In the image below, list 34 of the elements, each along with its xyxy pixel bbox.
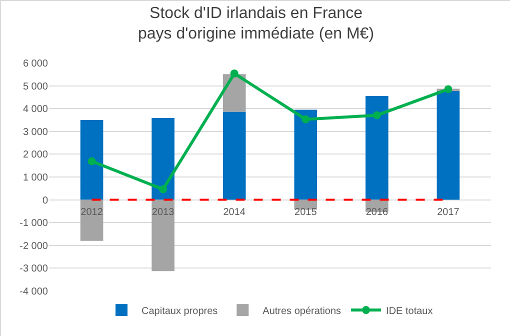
x-tick-label: 2013 [152,206,175,218]
point [230,69,238,78]
y-tick-label: 4 000 [22,104,48,116]
bar [152,200,174,272]
point [88,157,96,166]
legend-label: IDE totaux [386,306,433,317]
y-tick-label: -2 000 [20,240,48,252]
point [444,85,452,94]
point [159,185,168,194]
bar [152,118,174,200]
point [372,111,381,120]
y-tick-label: 0 [42,195,48,206]
legend-label: Capitaux propres [142,306,218,317]
y-tick-label: 6 000 [22,58,48,70]
x-tick-label: 2014 [223,206,246,218]
bar [436,90,460,200]
bar [80,120,104,200]
x-tick-label: 2015 [294,206,318,218]
chart-title: Stock d'ID irlandais en France pays d'origine immédiate (en M€) [138,4,374,43]
y-tick-label: -1 000 [20,218,48,230]
y-tick-label: 2 000 [22,150,48,161]
point [302,115,310,124]
y-tick-label: -4 000 [20,286,48,298]
y-tick-label: -3 000 [20,264,48,275]
legend-label: Autres opérations [262,306,342,317]
y-tick-label: 5 000 [22,81,48,92]
x-tick-label: 2017 [437,206,460,218]
x-tick-label: 2016 [366,206,388,218]
bar [222,112,246,200]
bar [366,96,388,200]
y-tick-label: 3 000 [22,126,48,138]
y-tick-label: 1 000 [22,172,48,184]
bar [294,110,318,200]
x-tick-label: 2012 [80,206,104,218]
